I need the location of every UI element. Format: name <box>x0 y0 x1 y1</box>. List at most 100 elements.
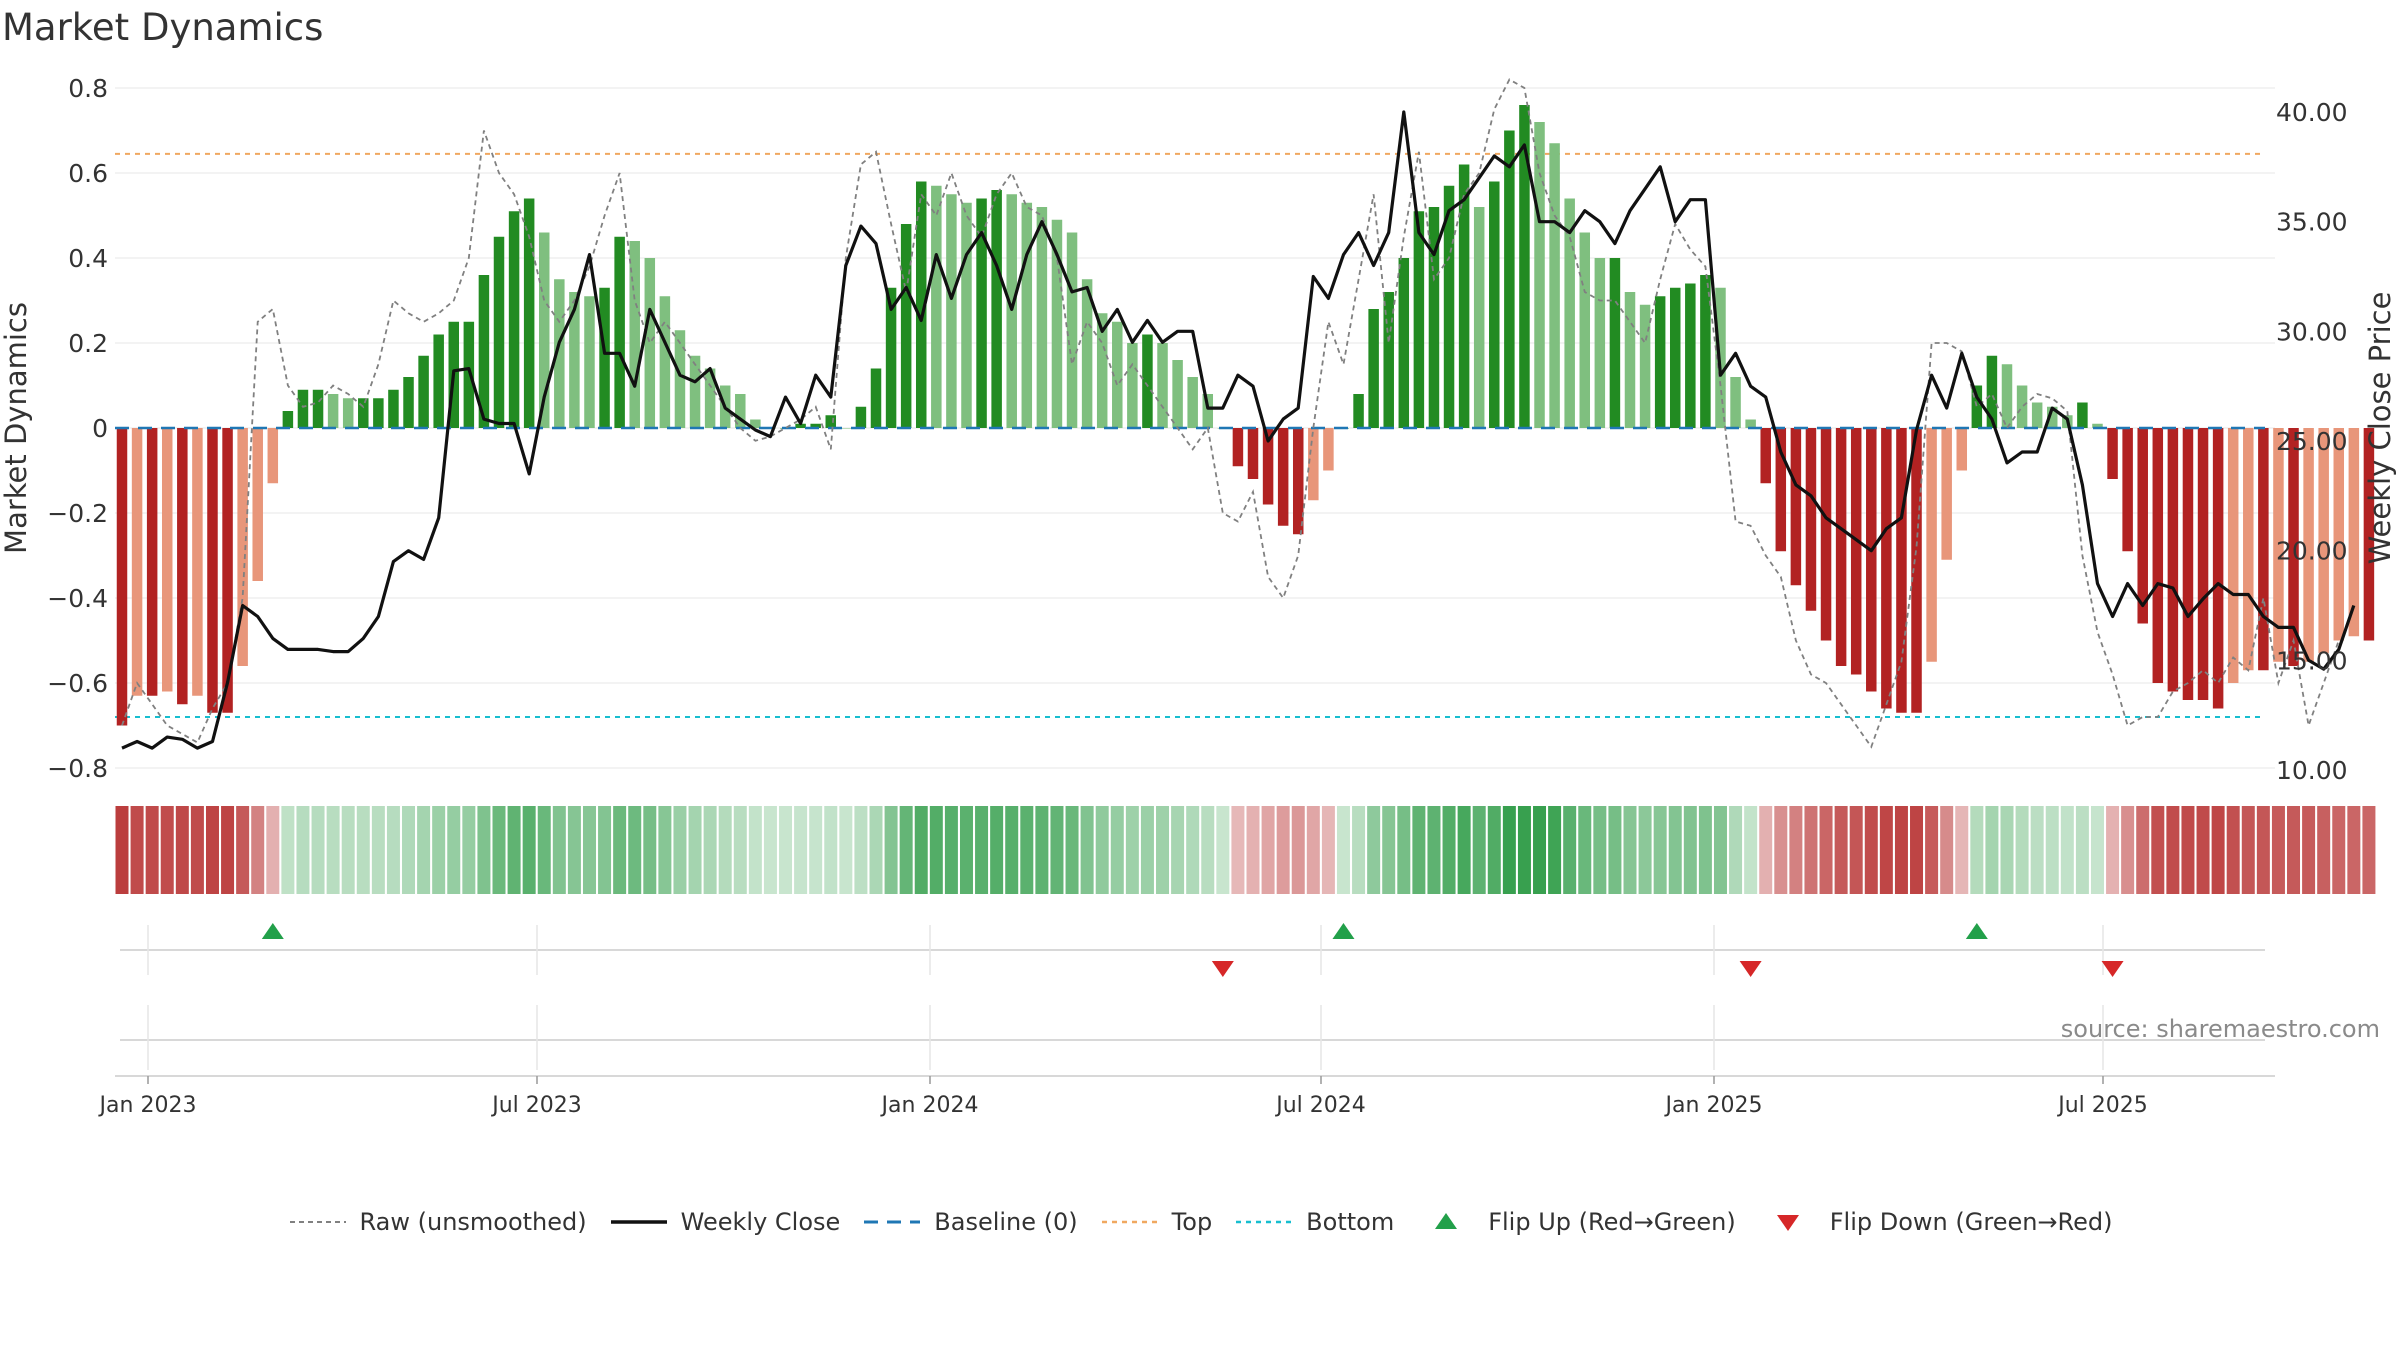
dynamics-bar <box>2333 428 2345 641</box>
dynamics-bar <box>2122 428 2133 552</box>
regime-cell <box>1774 806 1788 894</box>
dynamics-bar <box>1549 143 1560 428</box>
regime-cell <box>688 806 702 894</box>
dynamics-bar <box>900 224 912 428</box>
regime-cell <box>326 806 340 894</box>
y-tick-label: 0.4 <box>68 244 108 273</box>
dynamics-bar <box>1308 428 1319 501</box>
regime-cell <box>522 806 536 894</box>
dynamics-bar <box>991 190 1002 428</box>
dynamics-bar <box>870 368 882 428</box>
legend-label: Top <box>1171 1208 1213 1236</box>
flip-markers-panel <box>115 923 2275 1077</box>
dynamics-bar <box>1187 377 1198 428</box>
dynamics-bar <box>1609 258 1621 428</box>
dynamics-bar <box>161 428 173 692</box>
legend-label: Baseline (0) <box>934 1208 1078 1236</box>
dynamics-bar <box>1730 377 1741 428</box>
dynamics-bar <box>1820 428 1832 641</box>
regime-cell <box>462 806 476 894</box>
regime-cell <box>869 806 883 894</box>
dynamics-bar <box>915 181 927 428</box>
legend-label: Raw (unsmoothed) <box>359 1208 587 1236</box>
dynamics-bar <box>2243 428 2254 671</box>
flip-down-marker <box>1211 961 1234 977</box>
regime-cell <box>2362 806 2376 894</box>
regime-cell <box>1020 806 1034 894</box>
dynamics-bar <box>1036 207 1048 428</box>
dynamics-bar <box>584 296 595 428</box>
dynamics-bar <box>1745 419 1756 428</box>
dynamics-bar <box>131 428 143 696</box>
regime-cell <box>1713 806 1727 894</box>
regime-cell <box>2000 806 2014 894</box>
regime-cell <box>281 806 295 894</box>
dynamics-bar <box>1383 292 1394 428</box>
dynamics-bar <box>1971 385 1983 428</box>
dynamics-bar <box>1096 313 1108 428</box>
regime-cell <box>130 806 144 894</box>
dynamics-bar <box>855 406 867 428</box>
dynamics-bar <box>1368 309 1379 428</box>
regime-cell <box>1261 806 1275 894</box>
regime-cell <box>1065 806 1079 894</box>
legend-item: Top <box>1100 1208 1213 1236</box>
dynamics-bar <box>1805 428 1817 611</box>
dynamics-bar <box>1956 428 1968 471</box>
regime-cell <box>1849 806 1863 894</box>
regime-cell <box>1050 806 1064 894</box>
dynamics-bar <box>146 428 158 696</box>
regime-cell <box>1156 806 1170 894</box>
dynamics-bar <box>222 428 233 713</box>
y2-tick-label: 10.00 <box>2276 756 2348 785</box>
regime-cell <box>507 806 521 894</box>
regime-cell <box>2196 806 2210 894</box>
regime-cell <box>1502 806 1516 894</box>
legend: Raw (unsmoothed) Weekly Close Baseline (0)… <box>0 1208 2400 1236</box>
regime-cell <box>2317 806 2331 894</box>
dynamics-bar <box>1353 394 1364 428</box>
dynamics-bar <box>1775 428 1787 552</box>
regime-cell <box>1367 806 1381 894</box>
dashed-orange-icon <box>1101 1220 1158 1224</box>
right-y-ticks: 40.00 35.00 30.00 25.00 20.00 15.00 10.00 <box>2276 98 2348 785</box>
dynamics-bar <box>1021 202 1033 428</box>
close-line <box>121 110 2356 750</box>
flip-up-marker <box>1965 923 1988 939</box>
regime-cell <box>763 806 777 894</box>
legend-item: Raw (unsmoothed) <box>288 1208 587 1236</box>
legend-label: Bottom <box>1306 1208 1395 1236</box>
regime-cell <box>1533 806 1547 894</box>
dynamics-bar <box>508 211 520 428</box>
regime-cell <box>1548 806 1562 894</box>
dynamics-bar <box>1202 394 1214 428</box>
regime-cell <box>854 806 868 894</box>
dynamics-bar <box>1473 207 1485 428</box>
regime-cell <box>582 806 596 894</box>
regime-cell <box>944 806 958 894</box>
dynamics-bar <box>1624 292 1636 428</box>
dynamics-bar <box>2288 428 2299 666</box>
y-axis-label: Market Dynamics <box>0 302 33 554</box>
flip-up-marker <box>1332 923 1355 939</box>
dashed-cyan-icon <box>1236 1220 1293 1224</box>
regime-cell <box>356 806 370 894</box>
dynamics-bar <box>116 428 128 726</box>
regime-cell <box>1140 806 1154 894</box>
regime-cell <box>341 806 355 894</box>
legend-item: Flip Down (Green→Red) <box>1758 1208 2113 1236</box>
dynamics-bar <box>282 411 294 428</box>
regime-cell <box>613 806 627 894</box>
y-tick-label: 0 <box>92 414 108 443</box>
x-tick-label: Jan 2024 <box>880 1093 979 1118</box>
flip-down-marker <box>2101 961 2124 977</box>
regime-cell <box>824 806 838 894</box>
dynamics-bar <box>1504 130 1515 428</box>
regime-strip <box>115 806 2376 894</box>
dynamics-bars <box>116 105 2375 726</box>
dynamics-bar <box>327 394 339 428</box>
regime-cell <box>839 806 853 894</box>
dynamics-bar <box>825 415 837 428</box>
dynamics-bar <box>614 236 625 428</box>
regime-cell <box>1291 806 1305 894</box>
